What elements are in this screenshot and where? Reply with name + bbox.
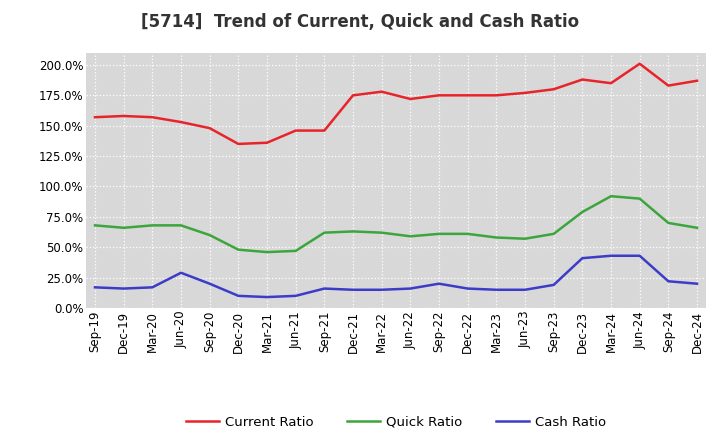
Cash Ratio: [635, 253, 644, 258]
Cash Ratio: [406, 286, 415, 291]
Current Ratio: [292, 128, 300, 133]
Current Ratio: [176, 119, 185, 125]
Cash Ratio: [607, 253, 616, 258]
Current Ratio: [263, 140, 271, 145]
Current Ratio: [549, 87, 558, 92]
Current Ratio: [492, 93, 500, 98]
Current Ratio: [578, 77, 587, 82]
Quick Ratio: [521, 236, 529, 242]
Line: Cash Ratio: Cash Ratio: [95, 256, 697, 297]
Quick Ratio: [234, 247, 243, 252]
Quick Ratio: [91, 223, 99, 228]
Quick Ratio: [176, 223, 185, 228]
Cash Ratio: [377, 287, 386, 293]
Current Ratio: [521, 90, 529, 95]
Current Ratio: [205, 125, 214, 131]
Cash Ratio: [91, 285, 99, 290]
Cash Ratio: [578, 256, 587, 261]
Current Ratio: [148, 114, 157, 120]
Current Ratio: [320, 128, 328, 133]
Cash Ratio: [348, 287, 357, 293]
Quick Ratio: [406, 234, 415, 239]
Cash Ratio: [664, 279, 672, 284]
Current Ratio: [464, 93, 472, 98]
Current Ratio: [693, 78, 701, 84]
Cash Ratio: [549, 282, 558, 288]
Current Ratio: [635, 61, 644, 66]
Current Ratio: [377, 89, 386, 94]
Current Ratio: [91, 114, 99, 120]
Quick Ratio: [664, 220, 672, 226]
Cash Ratio: [693, 281, 701, 286]
Quick Ratio: [292, 248, 300, 253]
Cash Ratio: [148, 285, 157, 290]
Current Ratio: [348, 93, 357, 98]
Quick Ratio: [464, 231, 472, 237]
Quick Ratio: [435, 231, 444, 237]
Quick Ratio: [320, 230, 328, 235]
Quick Ratio: [693, 225, 701, 231]
Cash Ratio: [464, 286, 472, 291]
Cash Ratio: [435, 281, 444, 286]
Quick Ratio: [205, 232, 214, 238]
Current Ratio: [607, 81, 616, 86]
Cash Ratio: [292, 293, 300, 298]
Quick Ratio: [492, 235, 500, 240]
Quick Ratio: [607, 194, 616, 199]
Quick Ratio: [635, 196, 644, 201]
Cash Ratio: [234, 293, 243, 298]
Legend: Current Ratio, Quick Ratio, Cash Ratio: Current Ratio, Quick Ratio, Cash Ratio: [181, 411, 611, 434]
Line: Quick Ratio: Quick Ratio: [95, 196, 697, 252]
Cash Ratio: [263, 294, 271, 300]
Quick Ratio: [549, 231, 558, 237]
Quick Ratio: [578, 209, 587, 215]
Quick Ratio: [377, 230, 386, 235]
Cash Ratio: [205, 281, 214, 286]
Current Ratio: [406, 96, 415, 102]
Current Ratio: [435, 93, 444, 98]
Line: Current Ratio: Current Ratio: [95, 64, 697, 144]
Quick Ratio: [148, 223, 157, 228]
Quick Ratio: [348, 229, 357, 234]
Quick Ratio: [263, 249, 271, 255]
Cash Ratio: [320, 286, 328, 291]
Cash Ratio: [176, 270, 185, 275]
Cash Ratio: [492, 287, 500, 293]
Text: [5714]  Trend of Current, Quick and Cash Ratio: [5714] Trend of Current, Quick and Cash …: [141, 13, 579, 31]
Cash Ratio: [120, 286, 128, 291]
Cash Ratio: [521, 287, 529, 293]
Quick Ratio: [120, 225, 128, 231]
Current Ratio: [120, 114, 128, 119]
Current Ratio: [234, 141, 243, 147]
Current Ratio: [664, 83, 672, 88]
